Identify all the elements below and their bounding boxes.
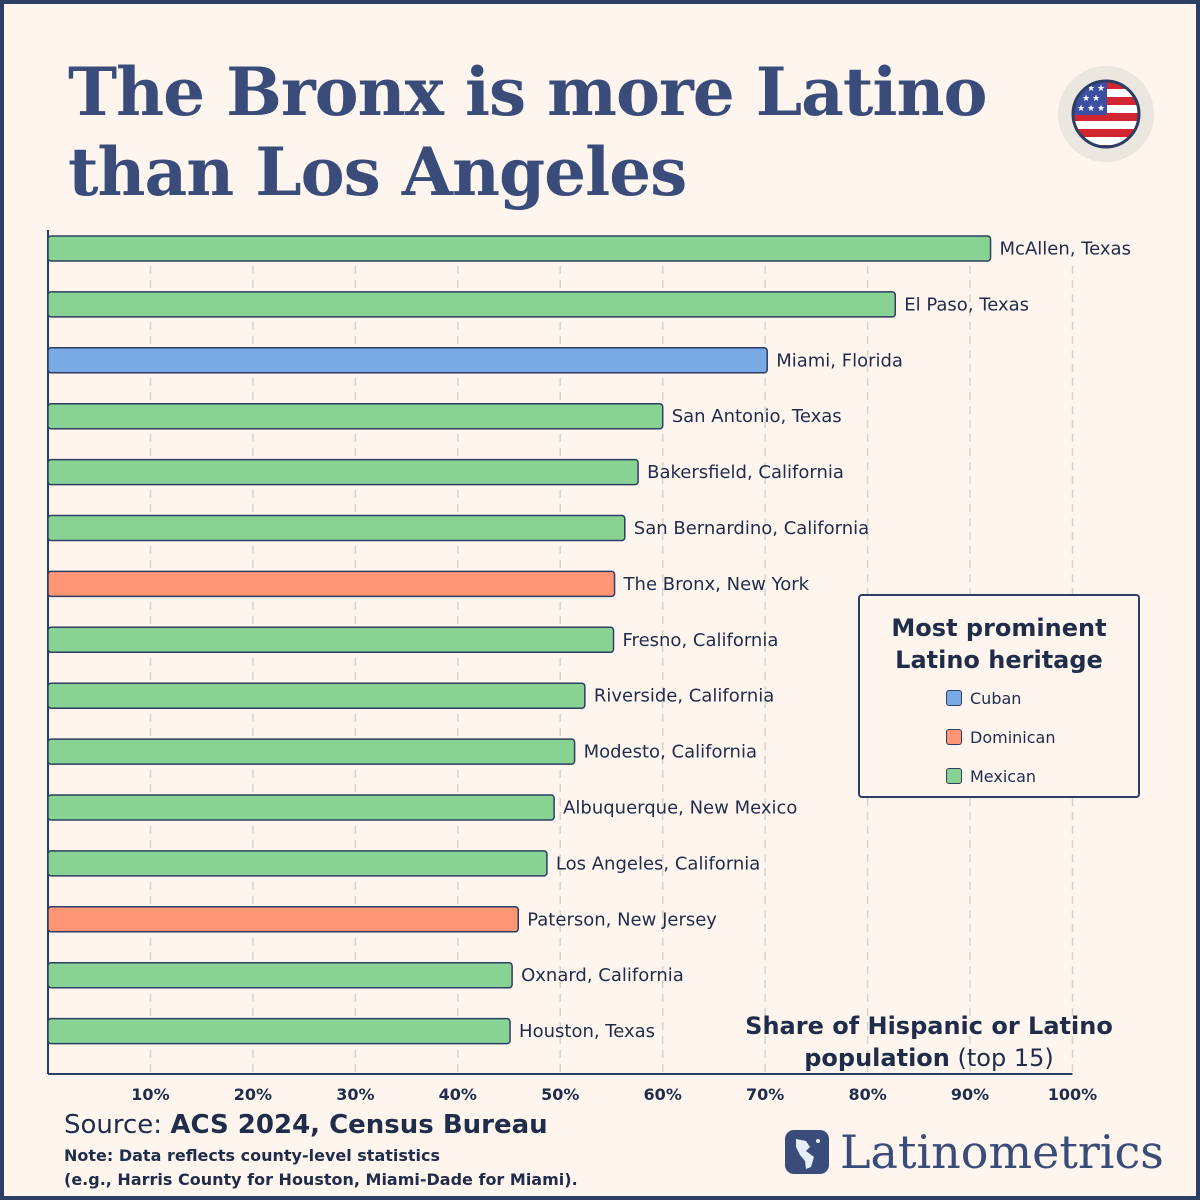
bar-label: Houston, Texas: [519, 1021, 655, 1042]
bar-label: Modesto, California: [584, 742, 757, 763]
legend-title: Most prominent Latino heritage: [891, 614, 1107, 674]
legend-swatch-mexican: [946, 768, 962, 784]
source-line: Source: ACS 2024, Census Bureau: [64, 1108, 548, 1142]
svg-text:★: ★: [1097, 104, 1105, 114]
bar: [47, 794, 555, 821]
svg-text:★: ★: [1097, 84, 1105, 94]
x-tick-label: 20%: [234, 1085, 272, 1104]
bar: [47, 961, 513, 989]
bar-label: Bakersfield, California: [647, 462, 844, 483]
axis-title-suffix: (top 15): [957, 1044, 1054, 1072]
bar: [47, 347, 768, 374]
x-tick-label: 70%: [746, 1085, 784, 1104]
legend-item-mexican: Mexican: [946, 766, 1036, 786]
legend-item-dominican: Dominican: [946, 727, 1055, 747]
legend-label-cuban: Cuban: [970, 688, 1022, 708]
svg-text:★: ★: [1087, 104, 1095, 114]
bar-label: San Bernardino, California: [634, 518, 869, 539]
bar: [47, 570, 616, 598]
note-line-1: Note: Data reflects county-level statist…: [64, 1146, 441, 1165]
bar: [47, 458, 639, 486]
x-tick-label: 50%: [541, 1085, 579, 1104]
axis-title: Share of Hispanic or Latino population (…: [724, 1010, 1134, 1074]
note: Note: Data reflects county-level statist…: [64, 1144, 578, 1192]
bar: [47, 514, 626, 542]
bar: [47, 738, 576, 765]
note-line-2: (e.g., Harris County for Houston, Miami-…: [64, 1170, 578, 1189]
bar-label: Riverside, California: [594, 686, 774, 707]
brand-name: Latinometrics: [840, 1125, 1164, 1179]
bar: [47, 235, 992, 262]
brand-logo: Latinometrics: [784, 1122, 1164, 1182]
chart-title: The Bronx is more Latino than Los Angele…: [68, 53, 988, 211]
bar: [47, 906, 519, 933]
bar-label: McAllen, Texas: [1000, 239, 1131, 260]
bar-label: San Antonio, Texas: [672, 406, 842, 427]
legend-item-cuban: Cuban: [946, 688, 1021, 708]
bar: [47, 291, 897, 318]
source-value: ACS 2024, Census Bureau: [170, 1110, 548, 1140]
bar: [47, 626, 615, 654]
bar-label: Los Angeles, California: [556, 853, 760, 874]
x-tick-label: 30%: [336, 1085, 374, 1104]
bar-label: The Bronx, New York: [623, 574, 810, 595]
x-tick-label: 60%: [644, 1085, 682, 1104]
svg-text:★: ★: [1087, 84, 1095, 94]
legend-label-mexican: Mexican: [970, 766, 1037, 786]
bar-label: Fresno, California: [623, 630, 779, 651]
x-tick-label: 80%: [848, 1085, 886, 1104]
x-tick-label: 40%: [439, 1085, 477, 1104]
legend: Most prominent Latino heritage Cuban Dom…: [858, 594, 1140, 798]
bar: [47, 1017, 511, 1045]
bar-label: Oxnard, California: [521, 965, 684, 986]
bar-chart: 10% 20% 30% 40% 50% 60% 70% 80% 90% 100% McAllen, …: [47, 230, 1131, 1104]
svg-text:★: ★: [1082, 94, 1090, 104]
bar-label: El Paso, Texas: [904, 294, 1029, 315]
us-flag-icon: ★ ★ ★ ★ ★ ★ ★ ★: [1058, 66, 1154, 162]
bar-label: Albuquerque, New Mexico: [563, 798, 797, 819]
legend-label-dominican: Dominican: [970, 727, 1056, 747]
bar: [47, 402, 664, 430]
axis-title-main: Share of Hispanic or Latino population: [745, 1012, 1113, 1072]
svg-text:★: ★: [1077, 104, 1085, 114]
legend-swatch-dominican: [946, 729, 962, 745]
bar: [47, 850, 548, 877]
bar-label: Miami, Florida: [776, 350, 903, 371]
x-tick-label: 10%: [131, 1085, 169, 1104]
latinometrics-logo-icon: [785, 1130, 829, 1174]
bar: [47, 682, 586, 709]
bar-label: Paterson, New Jersey: [527, 909, 717, 930]
x-tick-label: 100%: [1048, 1085, 1097, 1104]
legend-swatch-cuban: [946, 690, 962, 706]
x-tick-label: 90%: [951, 1085, 989, 1104]
svg-text:★: ★: [1092, 94, 1100, 104]
source-prefix: Source:: [64, 1110, 163, 1140]
